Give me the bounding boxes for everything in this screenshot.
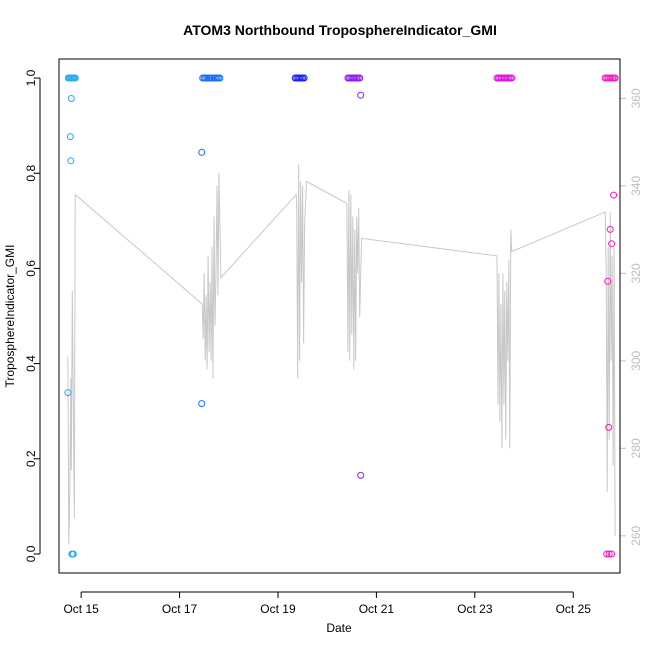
y-tick-label: 0.0 (24, 545, 38, 562)
data-point (198, 148, 206, 156)
x-tick-label: Oct 19 (260, 602, 296, 616)
chart-title: ATOM3 Northbound TroposphereIndicator_GM… (183, 22, 497, 38)
data-point (67, 157, 75, 165)
data-point (64, 389, 72, 397)
y2-tick-label: 300 (629, 351, 643, 371)
data-point (605, 423, 613, 431)
x-axis-label: Date (326, 621, 352, 635)
y2-series-line-layer (67, 163, 616, 545)
data-point (66, 133, 74, 141)
data-point (608, 240, 616, 248)
x-tick-label: Oct 21 (359, 602, 395, 616)
data-point (216, 74, 224, 82)
data-point (611, 74, 619, 82)
data-point (198, 400, 206, 408)
y-tick-label: 0.2 (24, 450, 38, 467)
data-point (508, 74, 516, 82)
data-point (603, 550, 611, 558)
data-point (606, 225, 614, 233)
y2-tick-label: 340 (629, 176, 643, 196)
x-tick-label: Oct 17 (162, 602, 198, 616)
y-tick-label: 0.8 (24, 165, 38, 182)
y2-tick-label: 260 (629, 525, 643, 545)
y-tick-label: 1.0 (24, 69, 38, 86)
data-point (608, 550, 616, 558)
y-tick-label: 0.4 (24, 355, 38, 372)
y2-tick-label: 320 (629, 263, 643, 283)
points-layer (64, 74, 619, 558)
axes-layer: Oct 15 Oct 17 Oct 19 Oct 21 Oct 23 Oct 25 0.0 0… (24, 69, 643, 615)
plot-frame (58, 58, 621, 574)
data-point (605, 550, 613, 558)
data-point (357, 91, 365, 99)
data-point (357, 471, 365, 479)
data-point (356, 74, 364, 82)
x-tick-label: Oct 15 (63, 602, 99, 616)
data-point (67, 95, 75, 102)
y2-tick-label: 360 (629, 88, 643, 108)
y2-tick-label: 280 (629, 438, 643, 458)
data-point (610, 191, 618, 199)
data-point (69, 550, 77, 558)
data-point (203, 74, 211, 82)
data-point (300, 74, 308, 82)
x-tick-label: Oct 25 (556, 602, 592, 616)
series-line (67, 163, 616, 545)
data-point (604, 277, 612, 285)
y-tick-label: 0.6 (24, 260, 38, 277)
data-point (71, 74, 79, 82)
y-axis-label: TroposphereIndicator_GMI (3, 245, 17, 388)
x-tick-label: Oct 23 (457, 602, 493, 616)
